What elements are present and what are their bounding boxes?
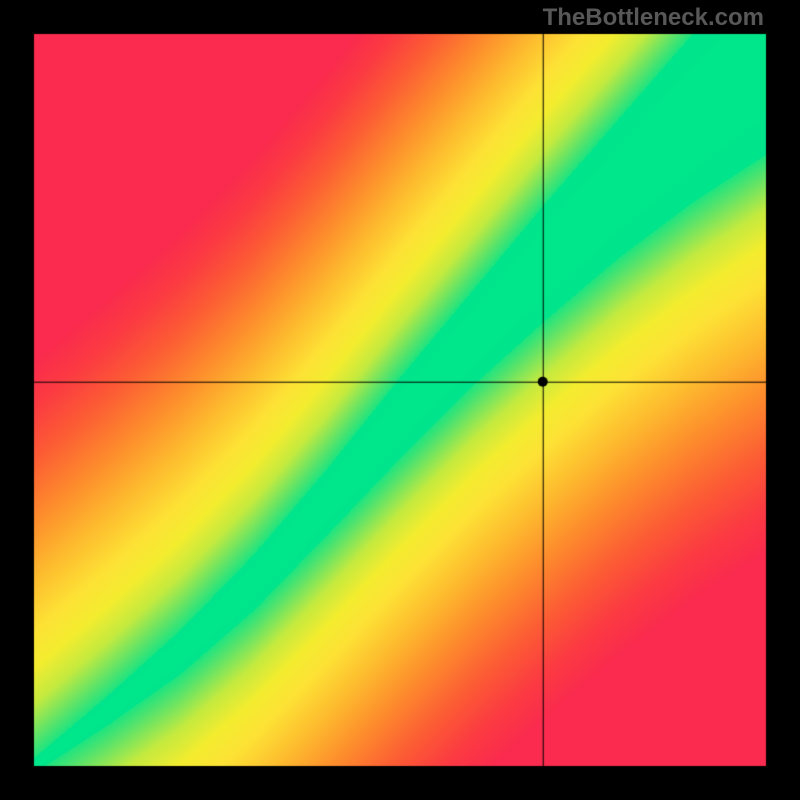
- bottleneck-heatmap: [0, 0, 800, 800]
- watermark-text: TheBottleneck.com: [543, 4, 764, 32]
- chart-container: TheBottleneck.com: [0, 0, 800, 800]
